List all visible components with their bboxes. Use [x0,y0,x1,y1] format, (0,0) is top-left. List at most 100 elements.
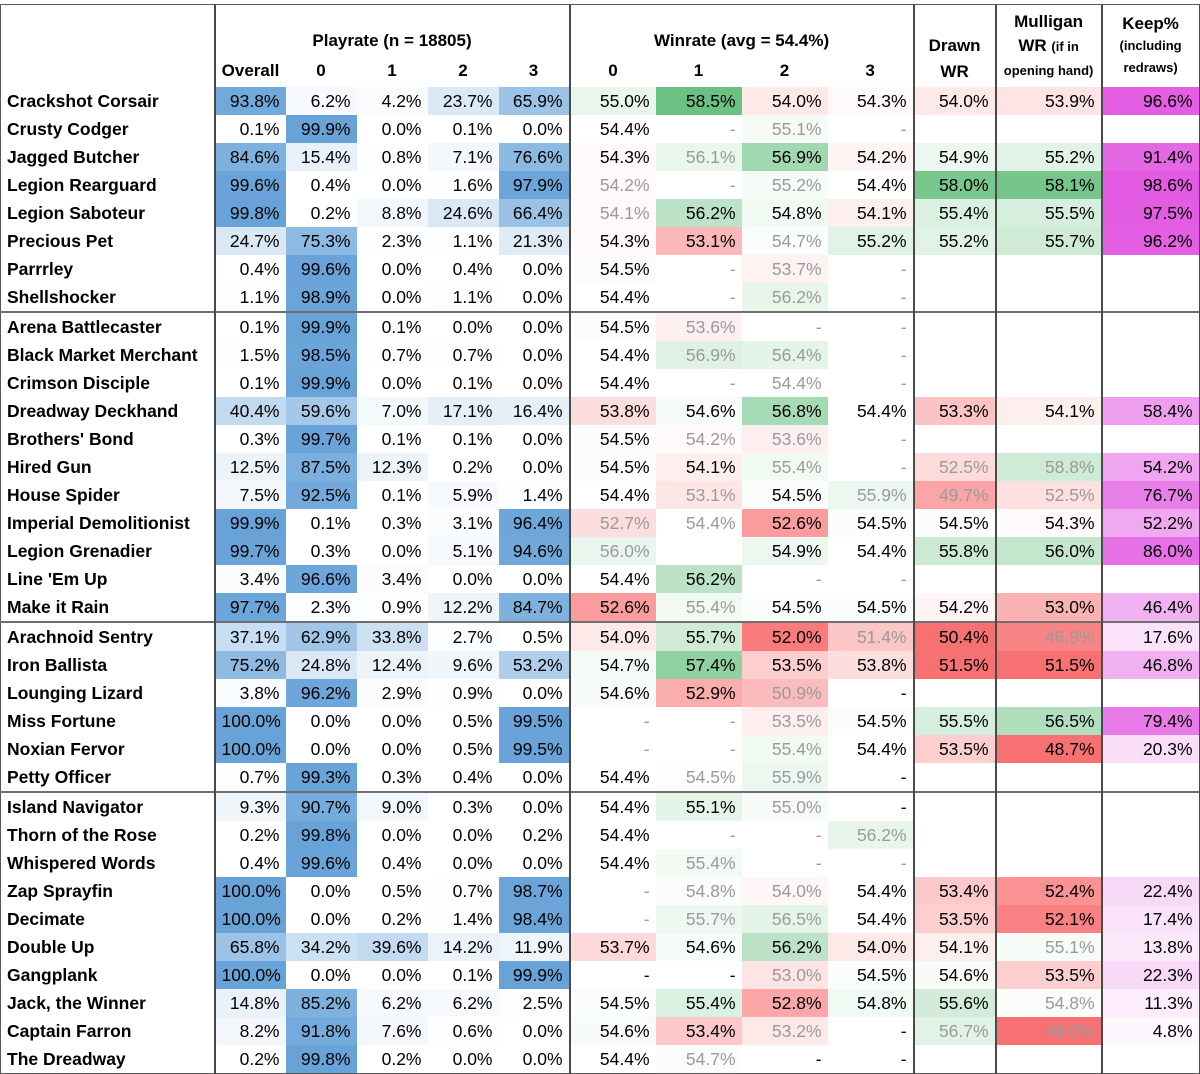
playrate-3: 99.5% [498,707,570,735]
playrate-0: 0.0% [285,961,357,989]
playrate-0: 99.6% [285,255,357,283]
playrate-0: 6.2% [285,87,357,115]
winrate-0: 54.5% [568,453,656,481]
mulligan-wr: 48.7% [994,735,1102,763]
playrate-0: 0.0% [285,735,357,763]
mulligan-wr: 51.5% [994,651,1102,679]
drawn-wr: 50.4% [912,621,996,651]
mulligan-wr: 55.5% [994,199,1102,227]
winrate-0: 53.7% [568,933,656,961]
drawn-wr: 55.5% [912,707,996,735]
table-row: Lounging Lizard 3.8% 96.2% 2.9% 0.9% 0.0% 54.6… [0,679,1200,707]
playrate-1: 4.2% [356,87,428,115]
mulligan-wr [994,849,1102,877]
winrate-1: 56.2% [655,565,742,593]
playrate-1: 0.0% [356,255,428,283]
winrate-3: - [900,119,907,139]
winrate-0: 54.4% [568,115,656,143]
winrate-3: 54.4% [827,877,914,905]
card-name: Imperial Demolitionist [0,509,215,537]
mulligan-wr [994,1045,1102,1074]
winrate-0: 54.5% [568,989,656,1017]
keep-pct: 58.4% [1100,397,1200,425]
table-row: Legion Saboteur 99.8% 0.2% 8.8% 24.6% 66.4% 54… [0,199,1200,227]
playrate-2: 0.0% [427,849,499,877]
playrate-1: 12.4% [356,651,428,679]
playrate-0: 99.8% [285,821,357,849]
drawn-wr: 54.5% [912,509,996,537]
card-name: Miss Fortune [0,707,215,735]
winrate-3: - [900,345,907,365]
winrate-2: 56.2% [741,933,828,961]
playrate-overall: 99.8% [213,199,286,227]
drawn-wr: 56.7% [912,1017,996,1045]
mulligan-wr [994,763,1102,792]
winrate-0: 54.4% [568,369,656,397]
drawn-wr [912,679,996,707]
table-row: Crackshot Corsair 93.8% 6.2% 4.2% 23.7% 65.9%… [0,87,1200,115]
winrate-3: 54.0% [827,933,914,961]
winrate-1: - [729,119,736,139]
winrate-2: 54.5% [741,481,828,509]
winrate-3: - [900,1021,907,1041]
keep-pct [1100,115,1200,143]
table-row: Zap Sprayfin 100.0% 0.0% 0.5% 0.7% 98.7% -54.8… [0,877,1200,905]
drawn-wr [912,311,996,341]
winrate-2: 54.0% [741,877,828,905]
playrate-3: 0.0% [498,255,570,283]
winrate-0: 52.6% [568,593,656,622]
playrate-3: 2.5% [498,989,570,1017]
playrate-3: 0.0% [498,565,570,593]
winrate-3: 55.2% [827,227,914,255]
keep-pct: 76.7% [1100,481,1200,509]
playrate-2: 12.2% [427,593,499,622]
playrate-2: 0.0% [427,1045,499,1074]
card-name: The Dreadway [0,1045,215,1074]
winrate-0: 54.4% [568,821,656,849]
winrate-3: 54.4% [827,537,914,565]
playrate-1: 0.0% [356,961,428,989]
playrate-2: 6.2% [427,989,499,1017]
table-row: Arena Battlecaster 0.1% 99.9% 0.1% 0.0% 0.0% 5… [0,311,1200,341]
playrate-2: 17.1% [427,397,499,425]
winrate-1: 54.2% [655,425,742,453]
playrate-2: 0.1% [427,115,499,143]
winrate-0: 52.7% [568,509,656,537]
mulligan-wr: 52.4% [994,877,1102,905]
playrate-0: 96.2% [285,679,357,707]
playrate-overall: 24.7% [213,227,286,255]
winrate-1: - [729,711,736,731]
winrate-3: 56.2% [827,821,914,849]
playrate-1: 2.3% [356,227,428,255]
playrate-3: 0.0% [498,283,570,312]
playrate-3: 99.5% [498,735,570,763]
winrate-2: 52.6% [741,509,828,537]
keep-pct [1100,679,1200,707]
winrate-2: 52.8% [741,989,828,1017]
winrate-2: 54.5% [741,593,828,622]
winrate-1: 57.4% [655,651,742,679]
table-row: Black Market Merchant 1.5% 98.5% 0.7% 0.7% 0.… [0,341,1200,369]
winrate-2: 55.1% [741,115,828,143]
mulligan-wr [994,425,1102,453]
playrate-1: 0.2% [356,1045,428,1074]
table-row: Shellshocker 1.1% 98.9% 0.0% 1.1% 0.0% 54.4% -5… [0,283,1200,312]
playrate-overall: 99.9% [213,509,286,537]
winrate-0: 54.7% [568,651,656,679]
table-row: House Spider 7.5% 92.5% 0.1% 5.9% 1.4% 54.4% 53… [0,481,1200,509]
winrate-1: 55.4% [655,989,742,1017]
playrate-3: 0.5% [498,621,570,651]
winrate-0: 54.4% [568,283,656,312]
drawn-wr: 53.4% [912,877,996,905]
playrate-1: 6.2% [356,989,428,1017]
mulligan-wr [994,369,1102,397]
winrate-1: 53.1% [655,227,742,255]
playrate-1: 39.6% [356,933,428,961]
winrate-2: 54.8% [741,199,828,227]
playrate-overall: 100.0% [213,877,286,905]
drawn-wr [912,791,996,821]
playrate-overall: 0.2% [213,821,286,849]
table-row: Island Navigator 9.3% 90.7% 9.0% 0.3% 0.0% 54.… [0,791,1200,821]
winrate-0: 54.5% [568,255,656,283]
playrate-2: 0.0% [427,821,499,849]
